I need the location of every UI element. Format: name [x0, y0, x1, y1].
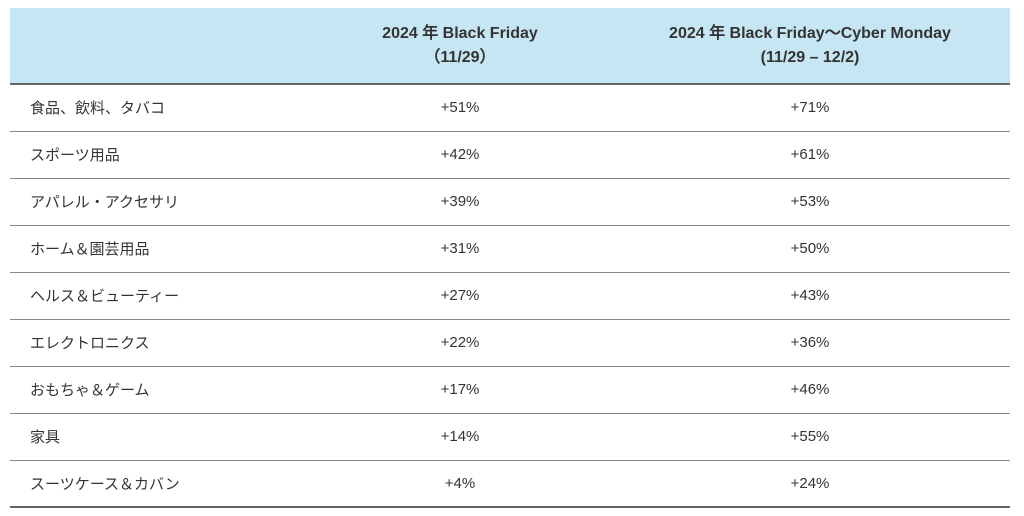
- table-row: エレクトロニクス+22%+36%: [10, 319, 1010, 366]
- table-row: アパレル・アクセサリ+39%+53%: [10, 178, 1010, 225]
- header-line1: 2024 年 Black Friday: [382, 25, 538, 42]
- black-friday-value: +17%: [310, 366, 610, 413]
- category-cell: 食品、飲料、タバコ: [10, 84, 310, 131]
- table-row: 家具+14%+55%: [10, 413, 1010, 460]
- black-friday-value: +4%: [310, 460, 610, 507]
- category-cell: ホーム＆園芸用品: [10, 225, 310, 272]
- header-black-friday: 2024 年 Black Friday （11/29）: [310, 8, 610, 84]
- black-friday-value: +27%: [310, 272, 610, 319]
- cyber-monday-value: +53%: [610, 178, 1010, 225]
- black-friday-value: +14%: [310, 413, 610, 460]
- black-friday-value: +31%: [310, 225, 610, 272]
- category-cell: スポーツ用品: [10, 131, 310, 178]
- table-row: スポーツ用品+42%+61%: [10, 131, 1010, 178]
- category-cell: おもちゃ＆ゲーム: [10, 366, 310, 413]
- category-cell: ヘルス＆ビューティー: [10, 272, 310, 319]
- black-friday-value: +51%: [310, 84, 610, 131]
- header-empty: [10, 8, 310, 84]
- table-row: 食品、飲料、タバコ+51%+71%: [10, 84, 1010, 131]
- cyber-monday-value: +50%: [610, 225, 1010, 272]
- black-friday-value: +22%: [310, 319, 610, 366]
- cyber-monday-value: +43%: [610, 272, 1010, 319]
- black-friday-value: +42%: [310, 131, 610, 178]
- cyber-monday-value: +55%: [610, 413, 1010, 460]
- table-row: ヘルス＆ビューティー+27%+43%: [10, 272, 1010, 319]
- category-cell: 家具: [10, 413, 310, 460]
- category-cell: スーツケース＆カバン: [10, 460, 310, 507]
- cyber-monday-value: +61%: [610, 131, 1010, 178]
- category-cell: アパレル・アクセサリ: [10, 178, 310, 225]
- table-row: ホーム＆園芸用品+31%+50%: [10, 225, 1010, 272]
- header-line1: 2024 年 Black Friday～Cyber Monday: [669, 25, 951, 42]
- cyber-monday-value: +36%: [610, 319, 1010, 366]
- table-row: スーツケース＆カバン+4%+24%: [10, 460, 1010, 507]
- category-cell: エレクトロニクス: [10, 319, 310, 366]
- header-line2: （11/29）: [424, 49, 495, 66]
- header-line2: (11/29 – 12/2): [761, 49, 860, 66]
- header-cyber-monday: 2024 年 Black Friday～Cyber Monday (11/29 …: [610, 8, 1010, 84]
- cyber-monday-value: +71%: [610, 84, 1010, 131]
- cyber-monday-value: +46%: [610, 366, 1010, 413]
- table-row: おもちゃ＆ゲーム+17%+46%: [10, 366, 1010, 413]
- sales-growth-table: 2024 年 Black Friday （11/29） 2024 年 Black…: [10, 8, 1010, 508]
- black-friday-value: +39%: [310, 178, 610, 225]
- cyber-monday-value: +24%: [610, 460, 1010, 507]
- table-body: 食品、飲料、タバコ+51%+71%スポーツ用品+42%+61%アパレル・アクセサ…: [10, 84, 1010, 507]
- table-header-row: 2024 年 Black Friday （11/29） 2024 年 Black…: [10, 8, 1010, 84]
